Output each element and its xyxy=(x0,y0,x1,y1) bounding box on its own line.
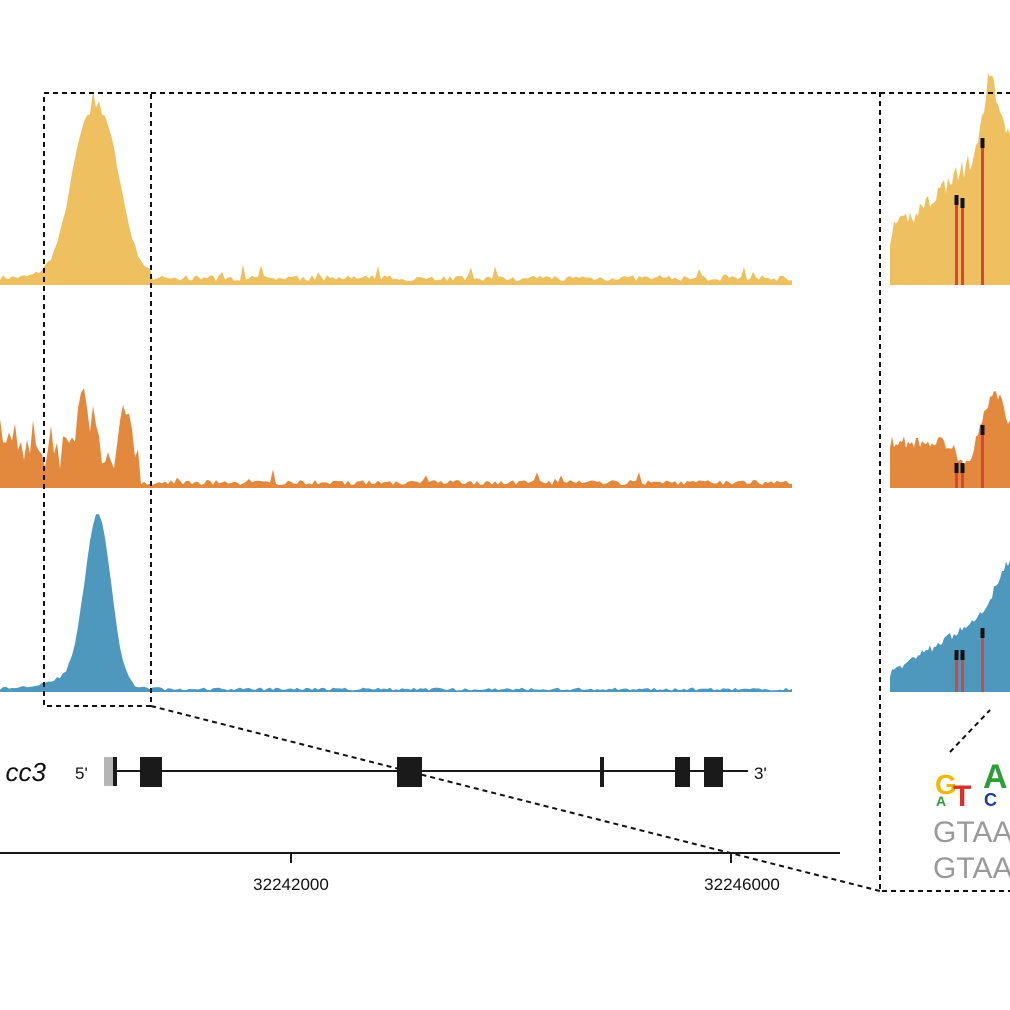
coverage-track-3 xyxy=(0,514,792,692)
variant-mark-9 xyxy=(981,628,984,692)
variant-mark-cap-2 xyxy=(960,198,965,208)
zoom-highlight xyxy=(43,92,1010,892)
utr-block xyxy=(104,757,113,786)
coverage-track-2 xyxy=(0,388,792,488)
zoom-inset-tracks xyxy=(890,72,1010,692)
variant-mark-cap-5 xyxy=(960,463,965,473)
inset-coverage-track-3 xyxy=(890,560,1010,692)
logo-letter-3-bottom: C xyxy=(984,790,997,810)
coverage-track-1 xyxy=(0,91,792,285)
exon-2 xyxy=(140,757,162,787)
variant-mark-cap-1 xyxy=(954,195,959,205)
three-prime-label: 3' xyxy=(754,764,767,783)
variant-mark-5 xyxy=(961,463,964,488)
logo-letter-1-bottom: A xyxy=(936,793,946,809)
motif-logo: G A T A C xyxy=(935,758,1008,813)
motif-sequence-1: GTAA xyxy=(933,816,1010,849)
variant-mark-cap-8 xyxy=(960,650,965,660)
variant-mark-7 xyxy=(955,650,958,692)
axis-tick-label-1: 32242000 xyxy=(253,875,329,894)
logo-letter-2-top: T xyxy=(953,780,971,813)
gene-model: cc3 5' 3' xyxy=(6,757,767,787)
exon-1 xyxy=(113,757,117,786)
exon-3 xyxy=(397,757,422,787)
variant-mark-8 xyxy=(961,650,964,692)
exon-5 xyxy=(675,757,690,787)
variant-mark-cap-4 xyxy=(954,463,959,473)
coverage-tracks xyxy=(0,91,792,692)
logo-letter-1-top: G xyxy=(935,769,957,800)
exon-4 xyxy=(600,757,604,787)
variant-mark-6 xyxy=(981,425,984,488)
variant-mark-cap-6 xyxy=(980,425,985,435)
variant-mark-cap-9 xyxy=(980,628,985,638)
five-prime-label: 5' xyxy=(75,764,88,783)
logo-letter-3-top: A xyxy=(983,758,1008,796)
variant-marks xyxy=(954,138,985,692)
motif-sequence-2: GTAA xyxy=(933,852,1010,885)
gene-label: cc3 xyxy=(6,757,47,787)
variant-mark-cap-7 xyxy=(954,650,959,660)
logo-connector xyxy=(949,709,991,753)
zoom-connector-bottom xyxy=(150,705,881,892)
inset-frame xyxy=(879,92,1010,892)
variant-mark-3 xyxy=(981,138,984,285)
coordinate-axis: 32242000 32246000 xyxy=(0,852,840,894)
inset-coverage-track-1 xyxy=(890,72,1010,285)
exon-6 xyxy=(704,757,723,787)
variant-mark-4 xyxy=(955,463,958,488)
variant-mark-1 xyxy=(955,195,958,285)
variant-mark-cap-3 xyxy=(980,138,985,148)
axis-tick-label-2: 32246000 xyxy=(704,875,780,894)
variant-mark-2 xyxy=(961,198,964,285)
inset-coverage-track-2 xyxy=(890,391,1010,488)
